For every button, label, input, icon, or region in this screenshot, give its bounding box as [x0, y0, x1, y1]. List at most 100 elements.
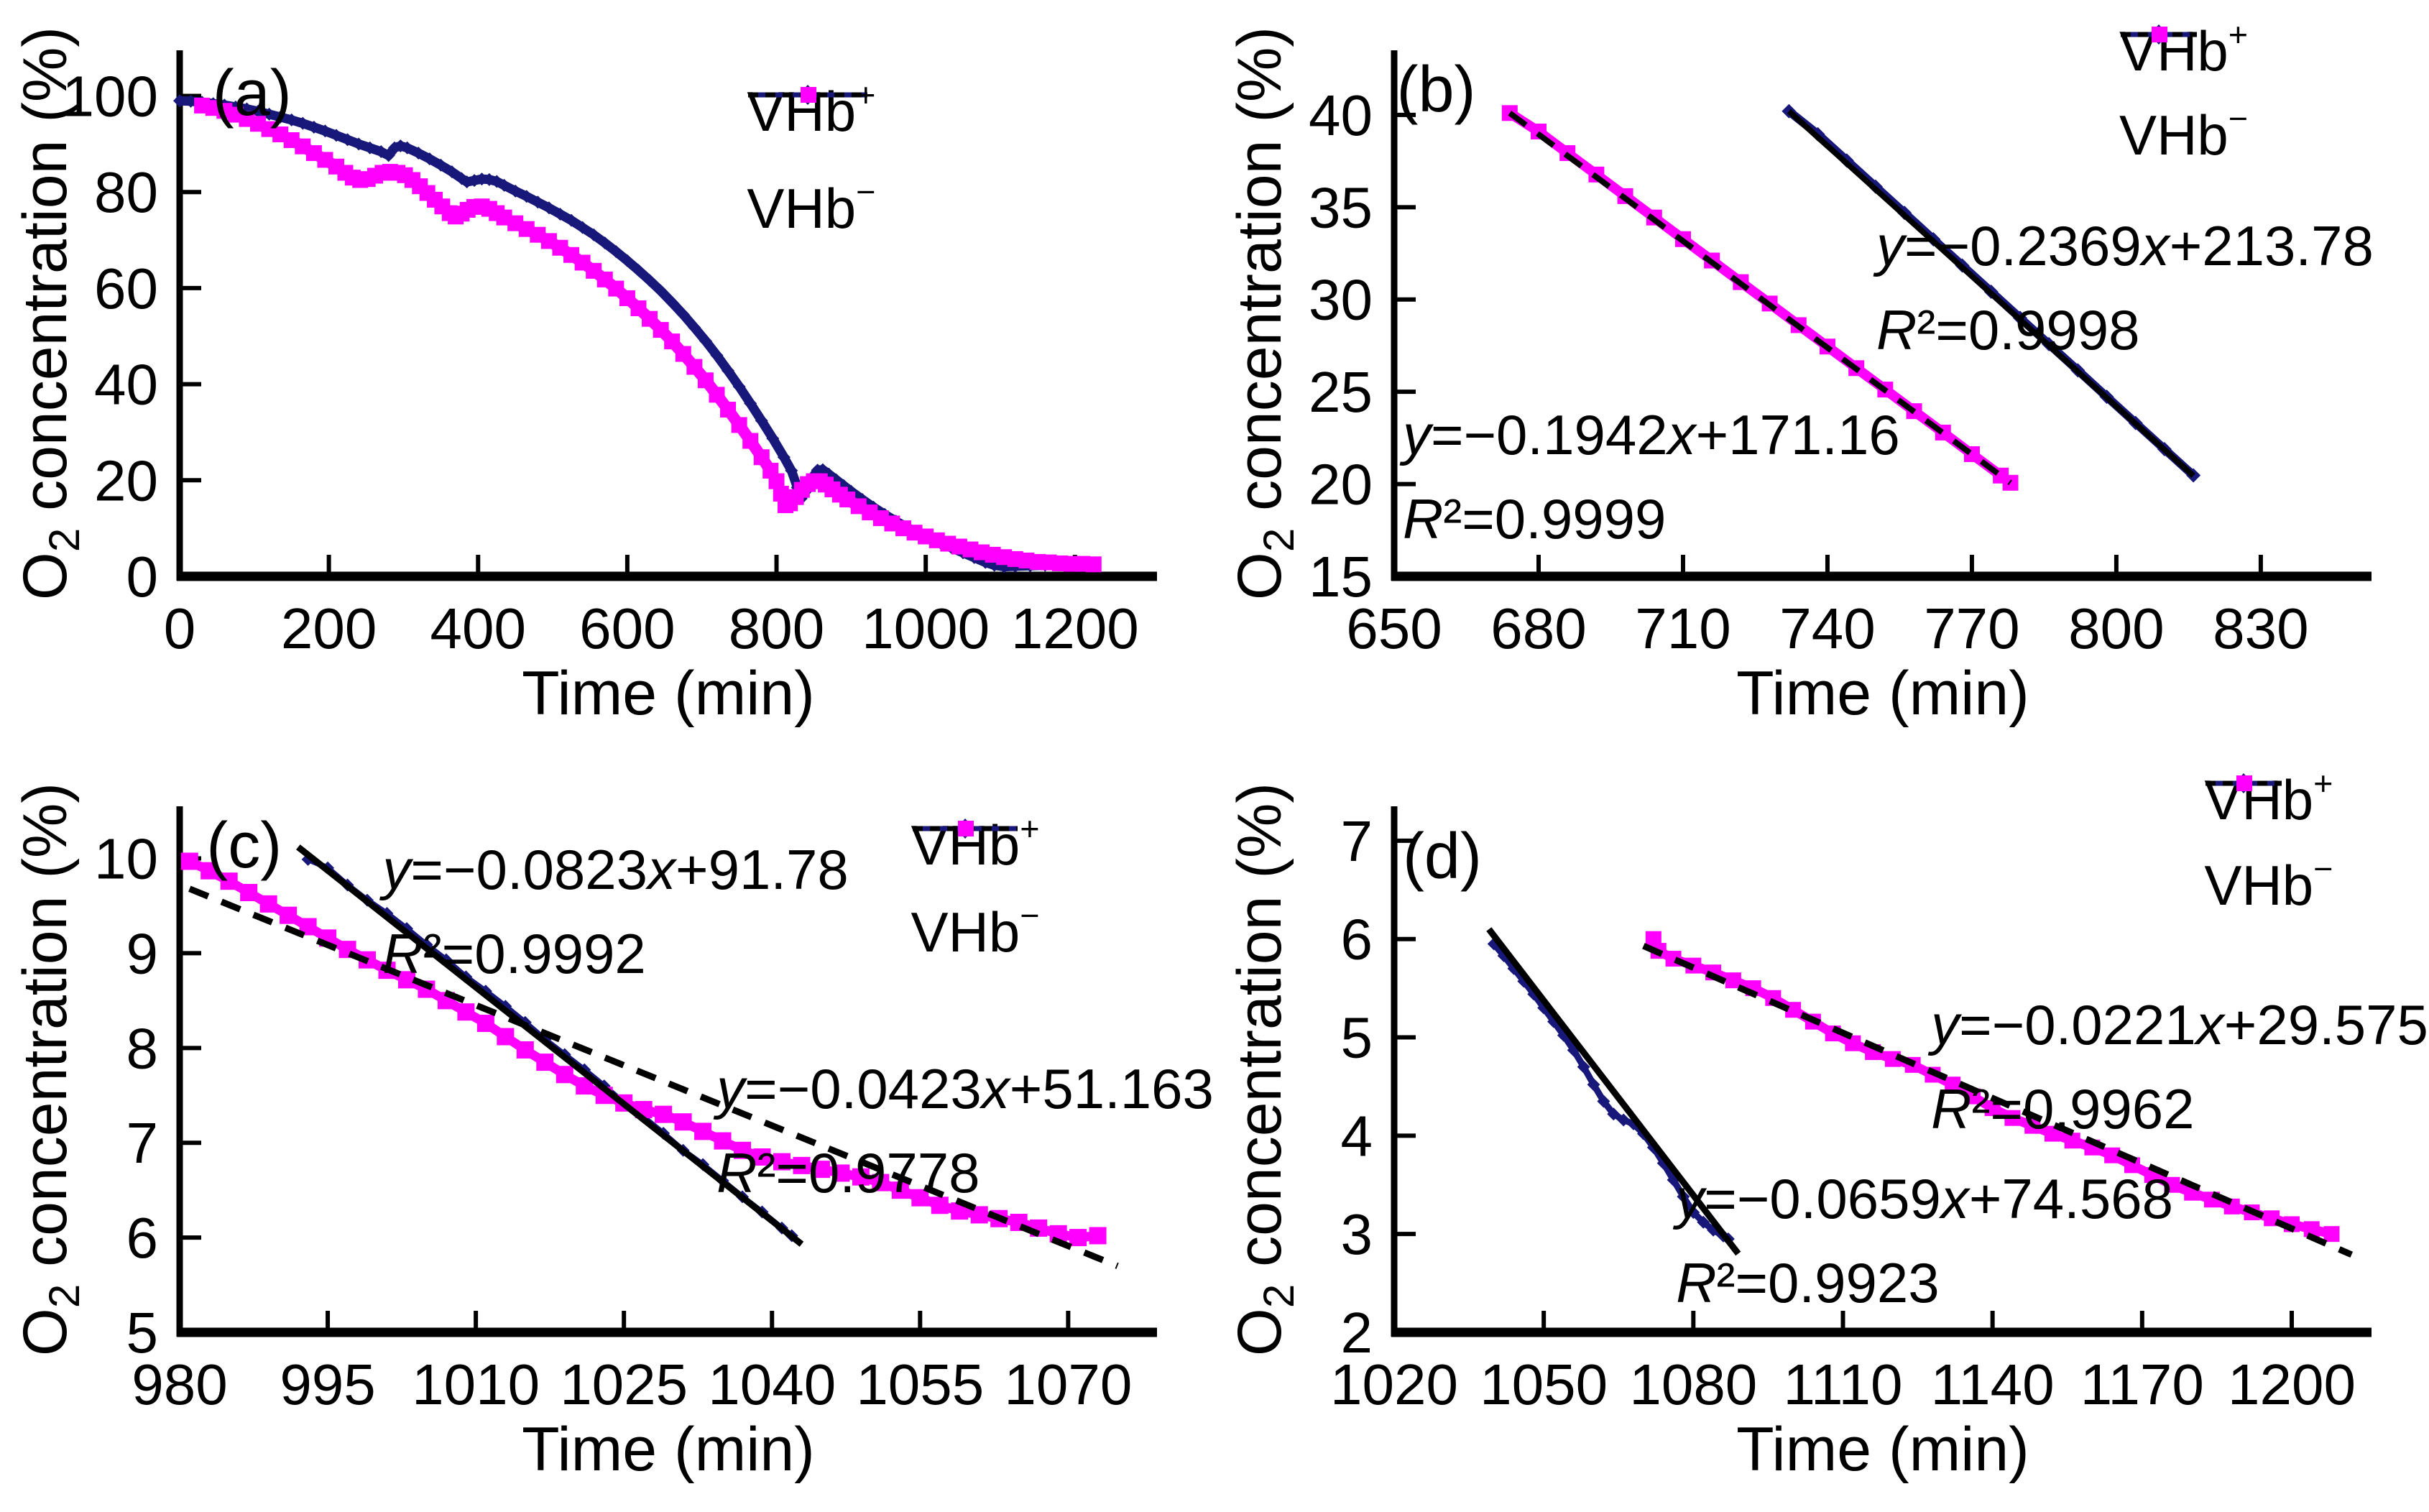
diamond-marker: [1597, 1094, 1610, 1108]
y-tick-label: 7: [1341, 809, 1373, 873]
square-marker: [773, 1153, 791, 1171]
diamond-marker: [341, 133, 354, 147]
square-marker: [497, 1028, 515, 1046]
x-tick-label: 650: [1346, 596, 1442, 660]
diamond-marker: [676, 308, 690, 321]
diamond-marker: [553, 207, 567, 221]
y-tick-label: 6: [126, 1206, 159, 1270]
diamond-marker: [1567, 1043, 1580, 1057]
square-marker: [697, 372, 714, 389]
x-tick-label: 1200: [2228, 1352, 2356, 1416]
x-tick-label: 1080: [1629, 1352, 1757, 1416]
x-tick-label: 1020: [1330, 1352, 1458, 1416]
diamond-marker: [1587, 1078, 1600, 1092]
square-marker: [220, 872, 238, 890]
diamond-marker: [665, 295, 679, 309]
y-tick-label: 8: [126, 1016, 159, 1080]
series-vhb-plus-line: [175, 96, 1080, 572]
square-marker: [1725, 972, 1741, 989]
square-marker: [664, 333, 681, 350]
x-axis-label: Time (min): [1736, 1415, 2029, 1484]
diamond-marker: [509, 184, 522, 198]
diamond-marker: [497, 178, 511, 192]
diamond-marker: [307, 120, 321, 134]
x-tick-label: 800: [2068, 596, 2164, 660]
trendline-dashed: [1508, 111, 2012, 485]
x-tick-label: 1055: [856, 1352, 984, 1416]
diamond-marker: [1557, 1028, 1570, 1042]
square-marker: [1884, 1051, 1901, 1067]
diamond-marker: [710, 349, 724, 362]
diamond-marker: [330, 129, 344, 142]
square-marker: [812, 1161, 830, 1179]
x-tick-label: 400: [430, 596, 526, 660]
y-tick-label: 20: [1309, 453, 1373, 517]
diamond-marker: [173, 94, 186, 108]
trendline-solid: [1787, 109, 2195, 478]
chart-c: 980 995 1010 1025 1040 1055 1070 5 6 7 8 9 10 Time (m…: [11, 783, 1157, 1484]
y-tick-label: 9: [126, 921, 159, 985]
square-marker: [1845, 1035, 1861, 1051]
diamond-marker: [654, 284, 668, 298]
y-axis-label: O2 concentration (%): [1225, 27, 1303, 600]
chart-d: 1020 1050 1080 1110 1140 1170 1200 2 3 4 5 6 7 Time (…: [1225, 783, 2372, 1484]
square-marker: [686, 359, 703, 375]
y-tick-label: 5: [1341, 1006, 1373, 1070]
diamond-marker: [363, 141, 377, 155]
diamond-marker: [766, 432, 780, 446]
x-tick-label: 200: [281, 596, 377, 660]
square-marker: [180, 852, 198, 870]
diamond-marker: [777, 451, 791, 464]
diamond-marker: [785, 464, 798, 477]
diamond-marker: [423, 152, 436, 166]
square-marker: [2064, 1133, 2080, 1149]
y-tick-label: 40: [94, 353, 158, 417]
x-tick-label: 1025: [560, 1352, 688, 1416]
y-tick-label: 5: [126, 1301, 159, 1365]
square-marker: [891, 1181, 909, 1199]
diamond-marker: [587, 228, 601, 241]
trendline-solid: [296, 844, 804, 1247]
square-marker: [731, 417, 747, 433]
y-tick-label: 40: [1309, 83, 1373, 147]
trendline-dashed: [188, 885, 1119, 1269]
square-marker: [280, 906, 298, 924]
diamond-marker: [732, 379, 746, 393]
square-marker: [872, 1174, 890, 1191]
diamond-marker: [609, 245, 623, 259]
square-marker: [2164, 1176, 2180, 1193]
diamond-marker: [1687, 1206, 1700, 1220]
square-marker: [457, 1003, 475, 1021]
diamond-marker: [475, 172, 489, 186]
square-marker: [2044, 1125, 2060, 1142]
square-marker: [714, 1132, 732, 1150]
diamond-marker: [252, 104, 265, 118]
square-marker: [1085, 556, 1102, 573]
trendline-dashed: [1642, 943, 2354, 1258]
square-marker: [931, 1197, 949, 1214]
y-tick-label: 30: [1309, 268, 1373, 332]
square-marker: [1069, 1229, 1087, 1247]
y-tick-label: 100: [63, 65, 158, 129]
chart-b: 650 680 710 740 770 800 830 15 20 25 30 35 40 Time (m…: [1225, 27, 2372, 728]
panel-a: 0 200 400 600 800 1000 1200 0 20 40 60 80 100 Time (m…: [0, 0, 1214, 756]
panel-b: 650 680 710 740 770 800 830 15 20 25 30 35 40 Time (m…: [1214, 0, 2429, 756]
x-tick-label: 1070: [1004, 1352, 1132, 1416]
diamond-marker: [620, 254, 634, 267]
diamond-marker: [565, 213, 579, 227]
x-tick-label: 995: [280, 1352, 375, 1416]
y-tick-label: 80: [94, 160, 158, 224]
diamond-marker: [542, 201, 556, 215]
square-marker: [2002, 474, 2019, 491]
y-tick-label: 4: [1341, 1104, 1373, 1168]
diamond-marker: [434, 158, 448, 172]
diamond-marker: [412, 147, 425, 160]
diamond-marker: [1617, 1113, 1631, 1127]
square-marker: [397, 971, 415, 989]
diamond-marker: [576, 221, 589, 234]
y-tick-label: 25: [1309, 360, 1373, 424]
y-tick-label: 15: [1309, 545, 1373, 609]
square-marker: [2024, 1117, 2041, 1134]
square-marker: [911, 1189, 929, 1207]
y-tick-label: 60: [94, 257, 158, 321]
